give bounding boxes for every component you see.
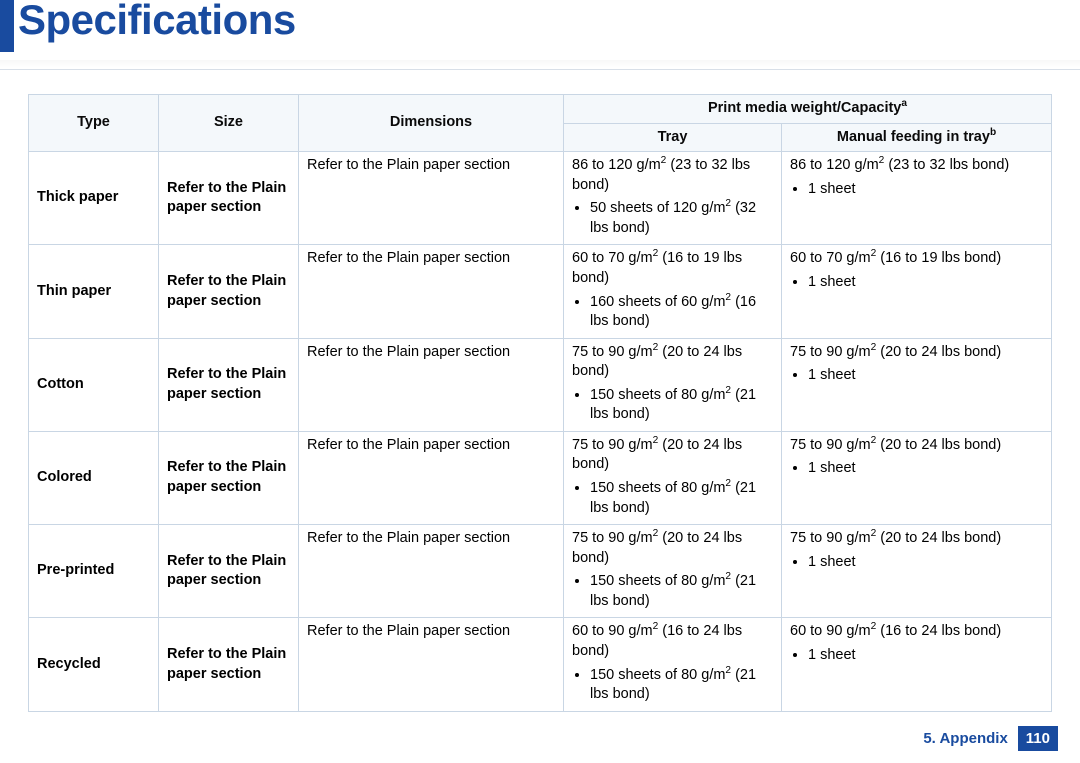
table-row: RecycledRefer to the Plain paper section… [29,618,1052,711]
cell-tray-list: 150 sheets of 80 g/m2 (21 lbs bond) [572,479,773,518]
cell-manual-bullet: 1 sheet [808,366,1043,386]
cell-manual-line: 75 to 90 g/m2 (20 to 24 lbs bond) [790,343,1043,363]
cell-manual-list: 1 sheet [790,553,1043,573]
cell-tray-bullet: 150 sheets of 80 g/m2 (21 lbs bond) [590,479,773,518]
cell-tray-line: 60 to 70 g/m2 (16 to 19 lbs bond) [572,249,773,288]
cell-manual: 75 to 90 g/m2 (20 to 24 lbs bond) 1 sheet [782,525,1052,618]
cell-tray: 75 to 90 g/m2 (20 to 24 lbs bond) 150 she… [564,431,782,524]
cell-manual-bullet: 1 sheet [808,459,1043,479]
table-row: CottonRefer to the Plain paper sectionRe… [29,338,1052,431]
th-manual-label: Manual feeding in tray [837,129,990,145]
cell-tray: 60 to 90 g/m2 (16 to 24 lbs bond) 150 she… [564,618,782,711]
cell-size: Refer to the Plain paper section [159,618,299,711]
cell-manual-list: 1 sheet [790,646,1043,666]
cell-tray-line: 75 to 90 g/m2 (20 to 24 lbs bond) [572,436,773,475]
cell-size: Refer to the Plain paper section [159,152,299,245]
page-footer: 5. Appendix 110 [923,726,1058,751]
th-type: Type [29,95,159,152]
cell-tray-list: 150 sheets of 80 g/m2 (21 lbs bond) [572,572,773,611]
cell-manual: 60 to 90 g/m2 (16 to 24 lbs bond) 1 sheet [782,618,1052,711]
spec-table-wrap: Type Size Dimensions Print media weight/… [28,94,1052,712]
cell-manual-bullet: 1 sheet [808,553,1043,573]
cell-tray-line: 75 to 90 g/m2 (20 to 24 lbs bond) [572,529,773,568]
cell-type: Colored [29,431,159,524]
cell-tray: 75 to 90 g/m2 (20 to 24 lbs bond) 150 she… [564,338,782,431]
th-manual-sup: b [990,127,996,138]
th-weight-group-label: Print media weight/Capacity [708,100,901,116]
cell-manual-line: 60 to 90 g/m2 (16 to 24 lbs bond) [790,622,1043,642]
cell-tray-line: 60 to 90 g/m2 (16 to 24 lbs bond) [572,622,773,661]
cell-type: Pre-printed [29,525,159,618]
title-bar: Specifications [0,0,1080,70]
cell-tray-list: 50 sheets of 120 g/m2 (32 lbs bond) [572,199,773,238]
page-title: Specifications [18,0,296,44]
table-row: ColoredRefer to the Plain paper sectionR… [29,431,1052,524]
cell-size: Refer to the Plain paper section [159,525,299,618]
cell-manual-bullet: 1 sheet [808,180,1043,200]
cell-type: Recycled [29,618,159,711]
cell-dimensions: Refer to the Plain paper section [299,152,564,245]
table-row: Thick paperRefer to the Plain paper sect… [29,152,1052,245]
cell-manual-line: 86 to 120 g/m2 (23 to 32 lbs bond) [790,156,1043,176]
spec-table: Type Size Dimensions Print media weight/… [28,94,1052,712]
footer-page-number: 110 [1018,726,1058,751]
cell-tray-bullet: 150 sheets of 80 g/m2 (21 lbs bond) [590,572,773,611]
footer-section: 5. Appendix [923,730,1007,747]
cell-dimensions: Refer to the Plain paper section [299,245,564,338]
cell-manual-bullet: 1 sheet [808,273,1043,293]
cell-tray-bullet: 160 sheets of 60 g/m2 (16 lbs bond) [590,293,773,332]
cell-manual-list: 1 sheet [790,180,1043,200]
th-tray: Tray [564,123,782,152]
th-weight-group-sup: a [901,98,907,109]
cell-dimensions: Refer to the Plain paper section [299,338,564,431]
cell-tray-bullet: 50 sheets of 120 g/m2 (32 lbs bond) [590,199,773,238]
cell-manual-line: 75 to 90 g/m2 (20 to 24 lbs bond) [790,436,1043,456]
table-body: Thick paperRefer to the Plain paper sect… [29,152,1052,712]
title-accent [0,0,14,52]
cell-size: Refer to the Plain paper section [159,245,299,338]
cell-size: Refer to the Plain paper section [159,338,299,431]
cell-tray: 86 to 120 g/m2 (23 to 32 lbs bond) 50 she… [564,152,782,245]
cell-manual-line: 75 to 90 g/m2 (20 to 24 lbs bond) [790,529,1043,549]
cell-tray-list: 150 sheets of 80 g/m2 (21 lbs bond) [572,386,773,425]
cell-tray: 75 to 90 g/m2 (20 to 24 lbs bond) 150 she… [564,525,782,618]
cell-tray-line: 86 to 120 g/m2 (23 to 32 lbs bond) [572,156,773,195]
cell-tray-list: 150 sheets of 80 g/m2 (21 lbs bond) [572,666,773,705]
cell-type: Thick paper [29,152,159,245]
cell-tray-bullet: 150 sheets of 80 g/m2 (21 lbs bond) [590,666,773,705]
th-size: Size [159,95,299,152]
cell-manual-list: 1 sheet [790,459,1043,479]
th-weight-group: Print media weight/Capacitya [564,95,1052,124]
cell-tray: 60 to 70 g/m2 (16 to 19 lbs bond) 160 she… [564,245,782,338]
th-dimensions: Dimensions [299,95,564,152]
cell-tray-line: 75 to 90 g/m2 (20 to 24 lbs bond) [572,343,773,382]
table-row: Pre-printedRefer to the Plain paper sect… [29,525,1052,618]
cell-type: Cotton [29,338,159,431]
cell-dimensions: Refer to the Plain paper section [299,525,564,618]
cell-type: Thin paper [29,245,159,338]
cell-dimensions: Refer to the Plain paper section [299,618,564,711]
page: Specifications Type Size Dimensions Prin… [0,0,1080,763]
table-row: Thin paperRefer to the Plain paper secti… [29,245,1052,338]
cell-manual: 75 to 90 g/m2 (20 to 24 lbs bond) 1 sheet [782,338,1052,431]
cell-manual-bullet: 1 sheet [808,646,1043,666]
cell-dimensions: Refer to the Plain paper section [299,431,564,524]
cell-manual: 60 to 70 g/m2 (16 to 19 lbs bond) 1 sheet [782,245,1052,338]
cell-manual-list: 1 sheet [790,273,1043,293]
th-manual: Manual feeding in trayb [782,123,1052,152]
cell-manual-list: 1 sheet [790,366,1043,386]
cell-size: Refer to the Plain paper section [159,431,299,524]
cell-tray-list: 160 sheets of 60 g/m2 (16 lbs bond) [572,293,773,332]
cell-tray-bullet: 150 sheets of 80 g/m2 (21 lbs bond) [590,386,773,425]
cell-manual: 86 to 120 g/m2 (23 to 32 lbs bond) 1 shee… [782,152,1052,245]
table-head: Type Size Dimensions Print media weight/… [29,95,1052,152]
title-underline [0,60,1080,68]
cell-manual: 75 to 90 g/m2 (20 to 24 lbs bond) 1 sheet [782,431,1052,524]
cell-manual-line: 60 to 70 g/m2 (16 to 19 lbs bond) [790,249,1043,269]
